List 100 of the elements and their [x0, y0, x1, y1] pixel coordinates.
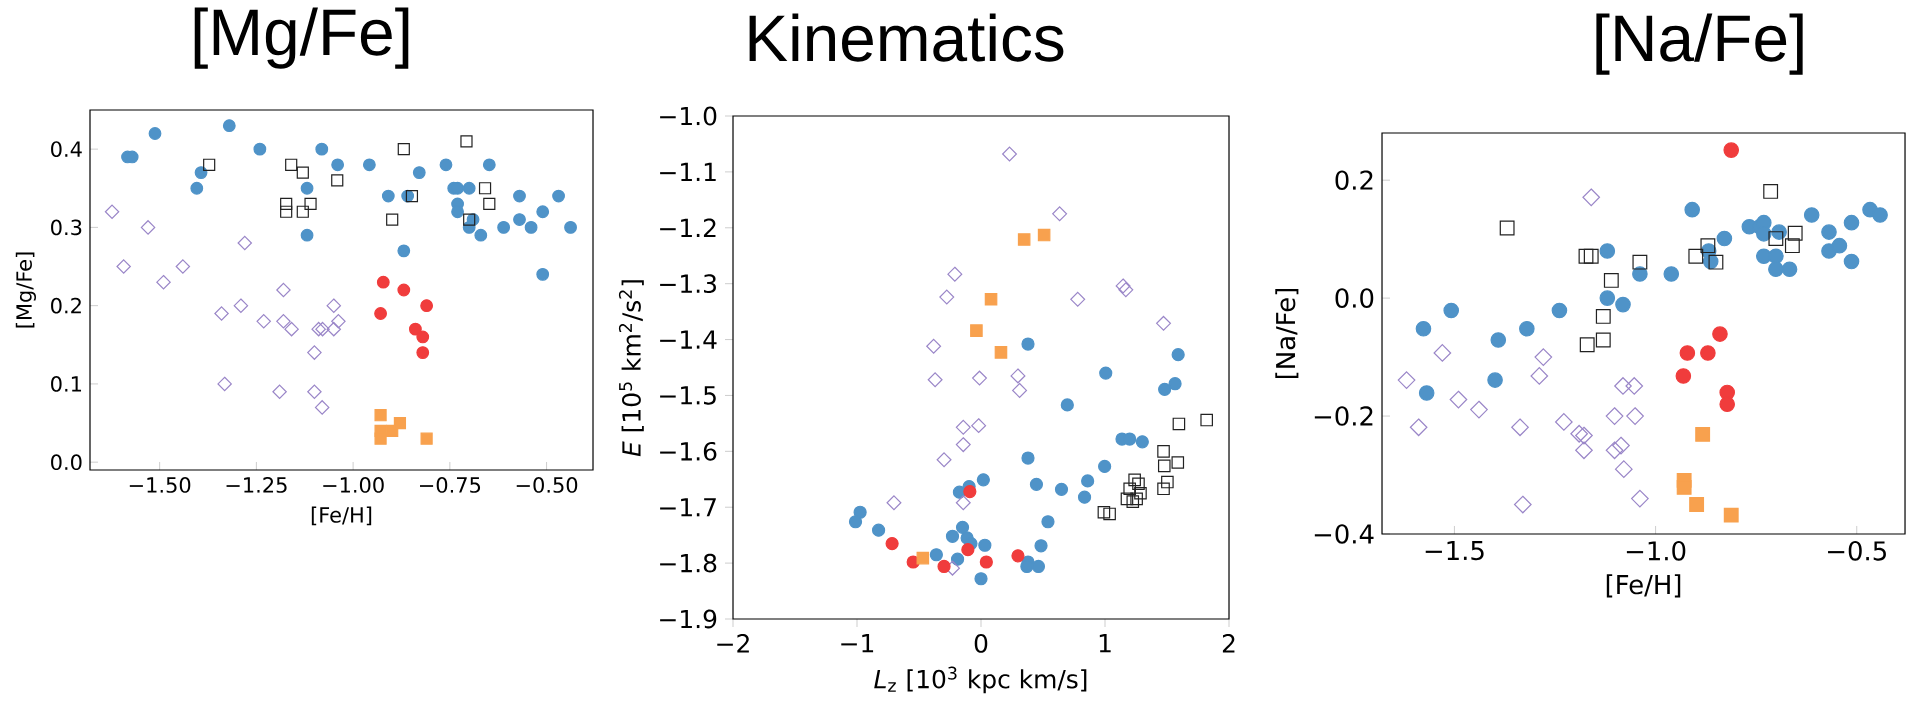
point	[564, 220, 577, 234]
point	[939, 289, 955, 305]
point	[1029, 477, 1044, 491]
point	[1118, 282, 1134, 298]
point	[1700, 238, 1716, 254]
chart-title: [Na/Fe]	[1596, 13, 1803, 75]
point	[1700, 345, 1716, 361]
point	[1695, 426, 1711, 442]
point	[1499, 220, 1515, 236]
point	[1418, 385, 1435, 401]
point	[950, 552, 965, 566]
point	[256, 314, 271, 329]
point	[416, 330, 430, 344]
x-tick-label: −1.0	[1626, 541, 1686, 561]
point	[1034, 539, 1048, 553]
point	[929, 548, 943, 562]
point	[1171, 456, 1185, 469]
point	[416, 346, 430, 360]
point	[1575, 441, 1593, 460]
point	[886, 495, 902, 511]
point	[1161, 475, 1174, 489]
point	[926, 338, 942, 354]
point	[1409, 418, 1428, 437]
point	[1002, 146, 1018, 162]
point	[326, 298, 342, 313]
point	[272, 384, 287, 400]
point	[276, 282, 291, 298]
point	[1708, 254, 1724, 270]
point	[175, 259, 191, 274]
point	[1135, 435, 1149, 449]
point	[1530, 367, 1549, 385]
point	[1763, 183, 1779, 199]
point	[1156, 315, 1172, 331]
point	[1097, 505, 1111, 519]
point	[460, 135, 473, 148]
point	[1157, 482, 1170, 496]
point	[1570, 424, 1589, 443]
point	[374, 307, 387, 320]
point	[1077, 490, 1092, 504]
point	[1443, 302, 1460, 319]
point	[1551, 302, 1568, 319]
point	[1843, 253, 1860, 270]
point	[947, 266, 963, 282]
point	[156, 274, 171, 290]
y-tick-label: −0.2	[1314, 406, 1373, 426]
point	[483, 197, 496, 211]
point	[1031, 559, 1046, 574]
x-axis-title: [Fe/H]	[311, 506, 372, 526]
point	[1134, 486, 1147, 500]
point	[513, 189, 526, 203]
point	[296, 166, 309, 179]
point	[1433, 344, 1452, 362]
point	[1132, 477, 1145, 491]
point	[1872, 207, 1888, 223]
point	[1579, 337, 1595, 353]
point	[420, 299, 434, 313]
point	[1768, 261, 1784, 278]
point	[233, 298, 249, 313]
point	[1487, 372, 1503, 388]
point	[311, 321, 326, 337]
point	[1099, 366, 1113, 380]
point	[1128, 473, 1141, 487]
y-tick-label: −1.2	[660, 218, 716, 238]
point	[955, 520, 970, 534]
point	[1615, 296, 1631, 313]
y-tick-label: 0.2	[1335, 170, 1373, 190]
point	[307, 345, 322, 360]
point	[937, 559, 951, 574]
point	[1157, 459, 1171, 473]
point	[315, 321, 330, 337]
point	[1115, 278, 1131, 294]
point	[1120, 492, 1134, 506]
point	[300, 228, 314, 242]
point	[116, 259, 131, 274]
point	[314, 400, 330, 415]
point	[1052, 206, 1068, 222]
point	[972, 370, 987, 386]
point	[104, 204, 120, 220]
x-tick-label: 2	[1222, 634, 1235, 653]
point	[474, 228, 488, 242]
point	[280, 197, 293, 211]
x-tick-label: −0.75	[420, 477, 481, 493]
point	[1511, 418, 1529, 437]
point	[1716, 230, 1733, 247]
y-tick-label: −0.4	[1314, 524, 1374, 544]
point	[1599, 290, 1616, 306]
point	[1490, 332, 1507, 348]
point	[1470, 400, 1488, 419]
point	[971, 418, 987, 434]
point	[1098, 459, 1112, 474]
y-tick-label: −1.8	[660, 553, 717, 573]
point	[1632, 254, 1648, 270]
point	[1054, 482, 1069, 496]
point	[397, 143, 410, 156]
y-tick-label: 0.0	[51, 454, 82, 471]
x-tick-label: −1	[841, 634, 874, 653]
point	[463, 213, 476, 226]
point	[374, 409, 387, 422]
point	[284, 321, 299, 337]
point	[536, 267, 550, 281]
